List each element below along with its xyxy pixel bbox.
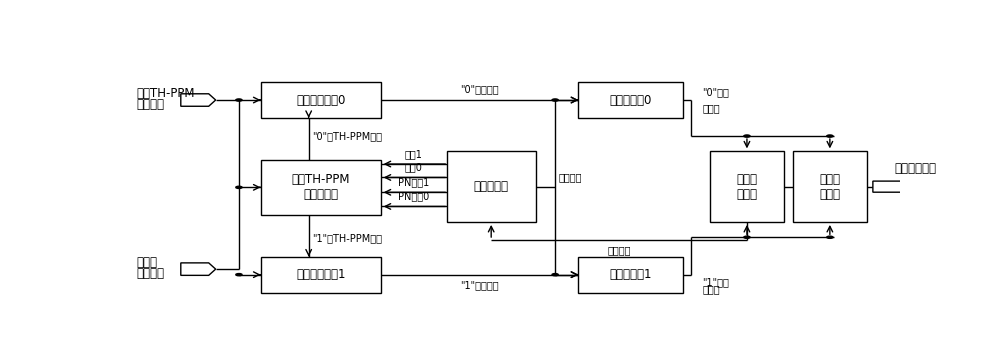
- Text: 去多址干扰器0: 去多址干扰器0: [296, 94, 345, 107]
- Text: "0"码相: "0"码相: [702, 87, 729, 97]
- Text: 多用户: 多用户: [137, 256, 158, 269]
- Text: 接收数据输出: 接收数据输出: [895, 162, 936, 175]
- FancyBboxPatch shape: [578, 82, 683, 118]
- Text: 信号输入: 信号输入: [137, 98, 165, 111]
- Text: PN时钟0: PN时钟0: [398, 192, 429, 202]
- Circle shape: [744, 236, 750, 238]
- FancyBboxPatch shape: [261, 257, 381, 293]
- Polygon shape: [181, 263, 216, 275]
- Text: "1"码去多址: "1"码去多址: [460, 280, 499, 290]
- Circle shape: [236, 99, 242, 101]
- Text: "1"码TH-PPM信号: "1"码TH-PPM信号: [313, 234, 383, 244]
- FancyBboxPatch shape: [261, 82, 381, 118]
- Text: 失步脉冲: 失步脉冲: [607, 245, 631, 255]
- Text: 本地TH-PPM
信号产生器: 本地TH-PPM 信号产生器: [291, 174, 350, 201]
- Text: 失步检
测模块: 失步检 测模块: [736, 173, 757, 201]
- Text: 锁定1: 锁定1: [405, 149, 423, 159]
- FancyBboxPatch shape: [578, 257, 683, 293]
- FancyBboxPatch shape: [261, 159, 381, 215]
- Text: "1"码相: "1"码相: [702, 278, 729, 287]
- Circle shape: [236, 274, 242, 276]
- Circle shape: [827, 135, 833, 137]
- Text: 关输出: 关输出: [702, 284, 720, 294]
- Text: 关输出: 关输出: [702, 103, 720, 113]
- Text: 数据恢
复模块: 数据恢 复模块: [819, 173, 840, 201]
- Text: 去多址干扰器1: 去多址干扰器1: [296, 268, 345, 281]
- Text: 接收TH-PPM: 接收TH-PPM: [137, 87, 195, 100]
- FancyBboxPatch shape: [710, 151, 784, 222]
- Polygon shape: [181, 94, 216, 106]
- Text: 起始同步器: 起始同步器: [474, 180, 509, 193]
- Text: 锁定0: 锁定0: [405, 162, 423, 172]
- Text: PN时钟1: PN时钟1: [398, 177, 429, 187]
- Text: 相关检测器0: 相关检测器0: [610, 94, 652, 107]
- Text: 相关检测器1: 相关检测器1: [609, 268, 652, 281]
- Circle shape: [827, 236, 833, 238]
- FancyBboxPatch shape: [793, 151, 867, 222]
- Circle shape: [744, 135, 750, 137]
- Text: 选择输入: 选择输入: [137, 267, 165, 280]
- Circle shape: [552, 274, 558, 276]
- FancyBboxPatch shape: [447, 151, 536, 222]
- Text: "0"码去多址: "0"码去多址: [460, 85, 499, 94]
- Text: 同步锁定: 同步锁定: [559, 172, 582, 183]
- Circle shape: [236, 186, 242, 188]
- Polygon shape: [873, 181, 908, 192]
- Text: "0"码TH-PPM信号: "0"码TH-PPM信号: [313, 131, 383, 141]
- Circle shape: [552, 99, 558, 101]
